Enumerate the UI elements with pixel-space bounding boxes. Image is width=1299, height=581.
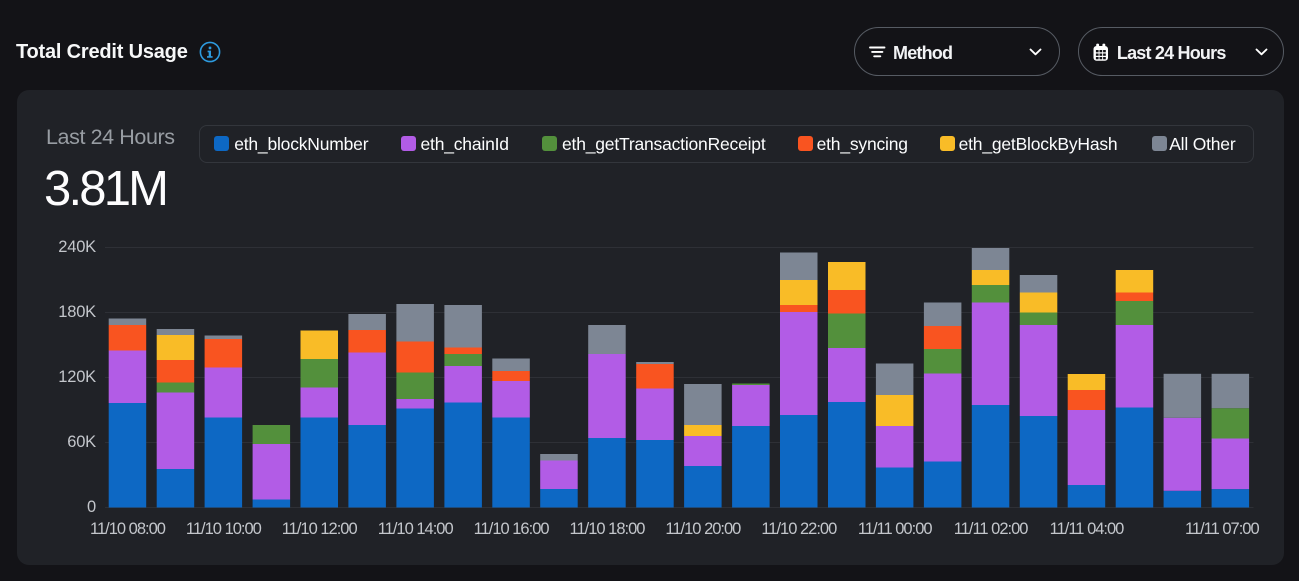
svg-text:11/10 22:00: 11/10 22:00	[761, 520, 837, 538]
svg-text:0: 0	[87, 498, 96, 516]
svg-text:11/10 16:00: 11/10 16:00	[474, 520, 550, 538]
svg-text:11/10 14:00: 11/10 14:00	[378, 520, 454, 538]
svg-text:11/11 00:00: 11/11 00:00	[858, 520, 933, 538]
svg-text:11/10 08:00: 11/10 08:00	[90, 520, 166, 538]
svg-text:11/11 02:00: 11/11 02:00	[954, 520, 1029, 538]
svg-text:180K: 180K	[58, 303, 96, 321]
svg-text:11/11 07:00: 11/11 07:00	[1185, 520, 1260, 538]
svg-text:11/10 12:00: 11/10 12:00	[282, 520, 358, 538]
svg-text:11/10 20:00: 11/10 20:00	[665, 520, 741, 538]
svg-text:11/10 18:00: 11/10 18:00	[570, 520, 646, 538]
svg-text:11/11 04:00: 11/11 04:00	[1050, 520, 1125, 538]
svg-text:11/10 10:00: 11/10 10:00	[186, 520, 262, 538]
svg-text:120K: 120K	[58, 368, 96, 386]
svg-text:60K: 60K	[67, 433, 96, 451]
svg-text:240K: 240K	[58, 238, 96, 256]
